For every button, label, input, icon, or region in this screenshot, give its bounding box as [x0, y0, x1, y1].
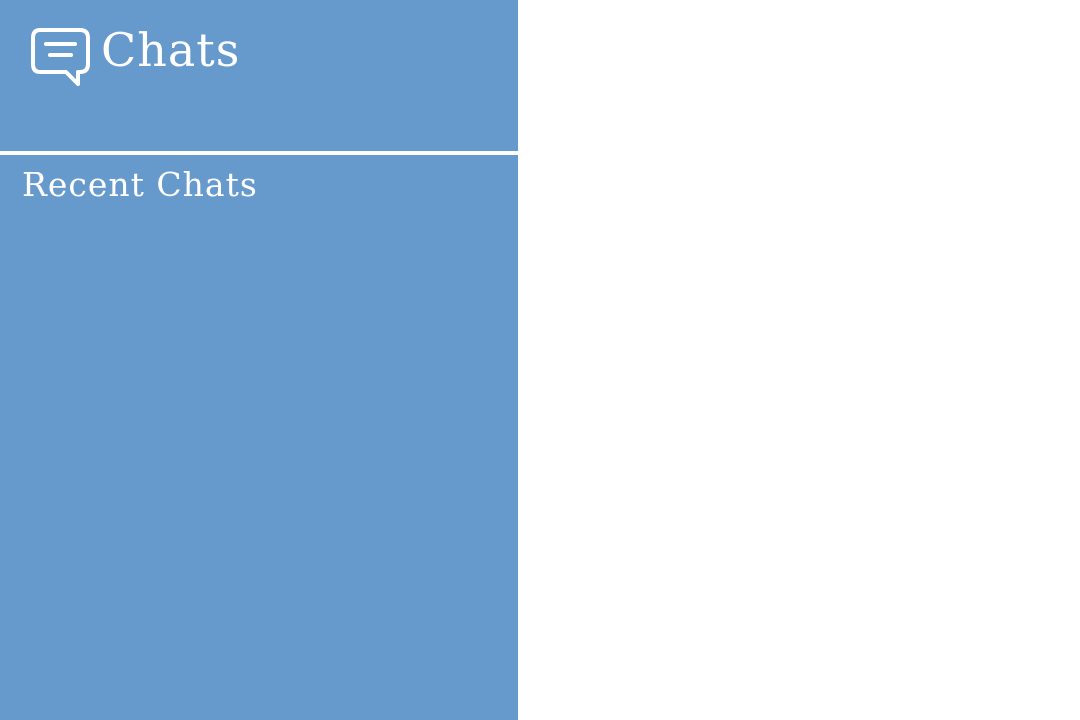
sidebar-header: Chats — [0, 0, 518, 152]
recent-chats-heading: Recent Chats — [22, 165, 258, 204]
header-divider — [0, 151, 518, 155]
recent-chats-list — [0, 215, 518, 720]
sidebar: Chats Recent Chats — [0, 0, 518, 720]
main-content-pane — [518, 0, 1080, 720]
chat-bubble-icon — [30, 27, 92, 87]
page-title: Chats — [101, 23, 241, 77]
